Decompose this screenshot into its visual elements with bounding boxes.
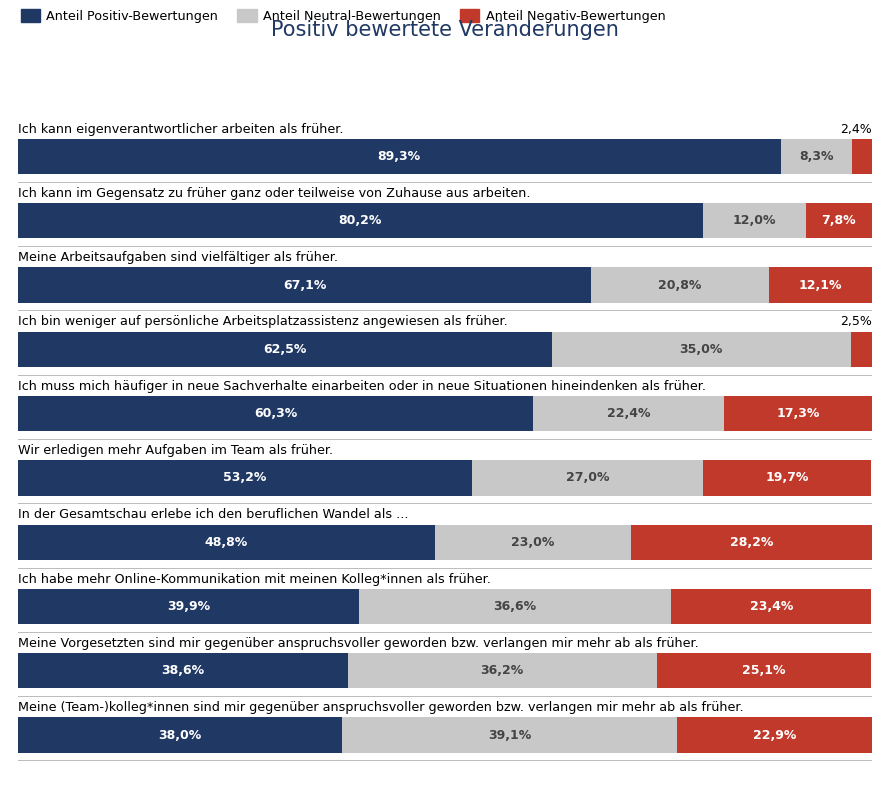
Text: 17,3%: 17,3% <box>777 407 820 420</box>
Text: Ich kann im Gegensatz zu früher ganz oder teilweise von Zuhause aus arbeiten.: Ich kann im Gegensatz zu früher ganz ode… <box>18 187 530 200</box>
Bar <box>359 589 671 624</box>
Text: 39,9%: 39,9% <box>166 600 210 613</box>
Bar <box>631 525 872 560</box>
Bar <box>671 589 871 624</box>
Bar <box>781 139 852 174</box>
Bar <box>343 717 676 753</box>
Text: Ich muss mich häufiger in neue Sachverhalte einarbeiten oder in neue Situationen: Ich muss mich häufiger in neue Sachverha… <box>18 380 706 392</box>
Text: 89,3%: 89,3% <box>377 150 421 163</box>
Text: 25,1%: 25,1% <box>742 665 786 677</box>
Text: 12,1%: 12,1% <box>798 279 842 291</box>
Bar <box>703 203 805 239</box>
Bar <box>18 203 703 239</box>
Text: 2,4%: 2,4% <box>840 123 872 135</box>
Bar <box>805 203 872 239</box>
Text: 80,2%: 80,2% <box>339 214 382 227</box>
Text: 19,7%: 19,7% <box>765 471 809 485</box>
Bar <box>473 460 703 496</box>
Text: 67,1%: 67,1% <box>283 279 326 291</box>
Text: 38,0%: 38,0% <box>158 728 202 742</box>
Bar <box>851 332 872 367</box>
Bar <box>348 653 657 689</box>
Bar <box>18 139 781 174</box>
Text: 20,8%: 20,8% <box>659 279 701 291</box>
Text: Meine Vorgesetzten sind mir gegenüber anspruchsvoller geworden bzw. verlangen mi: Meine Vorgesetzten sind mir gegenüber an… <box>18 637 699 650</box>
Bar <box>676 717 872 753</box>
Bar <box>769 267 872 302</box>
Text: 39,1%: 39,1% <box>488 728 531 742</box>
Text: 23,4%: 23,4% <box>749 600 793 613</box>
Text: 60,3%: 60,3% <box>254 407 297 420</box>
Text: Meine Arbeitsaufgaben sind vielfältiger als früher.: Meine Arbeitsaufgaben sind vielfältiger … <box>18 251 338 264</box>
Text: 35,0%: 35,0% <box>680 343 723 356</box>
Text: 36,6%: 36,6% <box>493 600 537 613</box>
Bar <box>552 332 851 367</box>
Bar <box>18 460 473 496</box>
Text: 22,9%: 22,9% <box>753 728 796 742</box>
Text: In der Gesamtschau erlebe ich den beruflichen Wandel als ...: In der Gesamtschau erlebe ich den berufl… <box>18 509 409 521</box>
Bar <box>18 653 348 689</box>
Bar <box>703 460 871 496</box>
Text: 38,6%: 38,6% <box>161 665 205 677</box>
Text: Wir erledigen mehr Aufgaben im Team als früher.: Wir erledigen mehr Aufgaben im Team als … <box>18 444 333 457</box>
Text: Ich habe mehr Online-Kommunikation mit meinen Kolleg*innen als früher.: Ich habe mehr Online-Kommunikation mit m… <box>18 572 490 586</box>
Text: 23,0%: 23,0% <box>512 536 554 548</box>
Text: 53,2%: 53,2% <box>223 471 267 485</box>
Text: 2,5%: 2,5% <box>840 315 872 329</box>
Bar <box>18 267 591 302</box>
Bar <box>533 396 724 431</box>
Bar <box>18 717 343 753</box>
Bar <box>657 653 871 689</box>
Text: 12,0%: 12,0% <box>732 214 776 227</box>
Text: 48,8%: 48,8% <box>205 536 248 548</box>
Bar <box>591 267 769 302</box>
Text: Meine (Team-)kolleg*innen sind mir gegenüber anspruchsvoller geworden bzw. verla: Meine (Team-)kolleg*innen sind mir gegen… <box>18 701 743 714</box>
Text: 8,3%: 8,3% <box>799 150 834 163</box>
Bar <box>18 332 552 367</box>
Text: 28,2%: 28,2% <box>730 536 773 548</box>
Text: Ich kann eigenverantwortlicher arbeiten als früher.: Ich kann eigenverantwortlicher arbeiten … <box>18 123 344 135</box>
Bar <box>18 525 434 560</box>
Text: 27,0%: 27,0% <box>566 471 610 485</box>
Text: Positiv bewertete Veränderungen: Positiv bewertete Veränderungen <box>271 20 619 40</box>
Bar <box>852 139 872 174</box>
Bar <box>434 525 631 560</box>
Text: 22,4%: 22,4% <box>607 407 651 420</box>
Text: 62,5%: 62,5% <box>263 343 306 356</box>
Bar <box>18 396 533 431</box>
Bar <box>724 396 872 431</box>
Bar <box>18 589 359 624</box>
Text: Ich bin weniger auf persönliche Arbeitsplatzassistenz angewiesen als früher.: Ich bin weniger auf persönliche Arbeitsp… <box>18 315 507 329</box>
Text: 7,8%: 7,8% <box>821 214 856 227</box>
Text: 36,2%: 36,2% <box>481 665 524 677</box>
Legend: Anteil Positiv-Bewertungen, Anteil Neutral-Bewertungen, Anteil Negativ-Bewertung: Anteil Positiv-Bewertungen, Anteil Neutr… <box>16 4 670 28</box>
